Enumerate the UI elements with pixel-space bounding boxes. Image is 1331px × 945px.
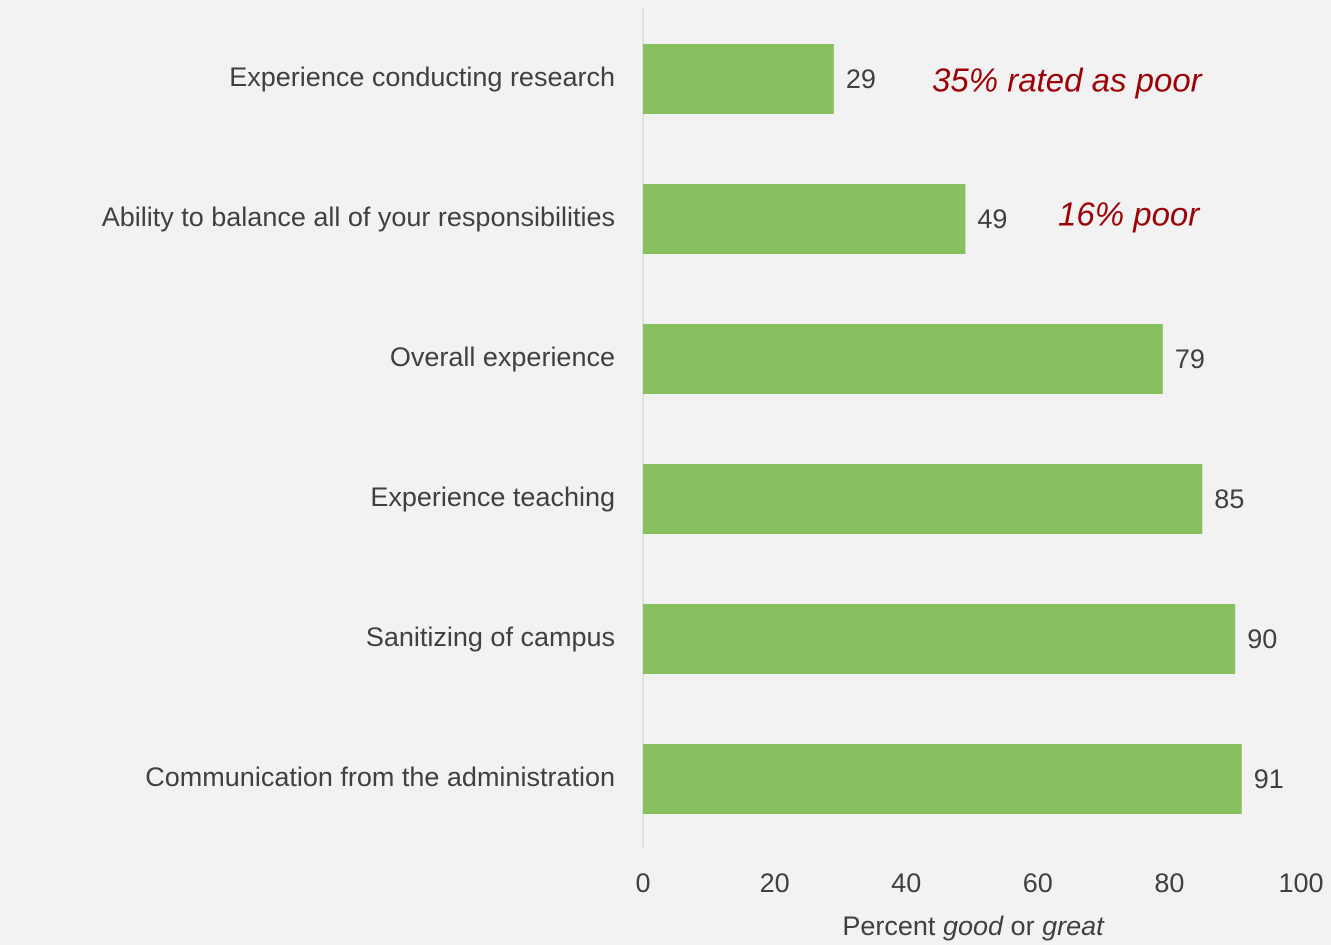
annotation: 35% rated as poor	[932, 62, 1204, 99]
x-tick-label: 40	[891, 868, 921, 898]
x-axis-label-part: great	[1042, 911, 1105, 941]
bar	[643, 744, 1242, 814]
value-label: 85	[1214, 484, 1244, 514]
x-tick-label: 0	[635, 868, 650, 898]
x-tick-label: 80	[1154, 868, 1184, 898]
y-tick-label: Ability to balance all of your responsib…	[102, 202, 615, 232]
bar	[643, 464, 1203, 534]
bar	[643, 324, 1163, 394]
x-axis-label-part: Percent	[842, 911, 936, 941]
bar	[643, 184, 966, 254]
x-tick-label: 60	[1023, 868, 1053, 898]
y-tick-label: Communication from the administration	[145, 762, 615, 792]
x-axis-label: Percent good or great	[842, 911, 1105, 941]
y-tick-label: Sanitizing of campus	[366, 622, 615, 652]
x-tick-label: 20	[760, 868, 790, 898]
value-label: 29	[846, 64, 876, 94]
y-tick-label: Experience conducting research	[229, 62, 615, 92]
y-tick-label: Overall experience	[390, 342, 615, 372]
bar	[643, 44, 834, 114]
value-label: 79	[1175, 344, 1205, 374]
x-axis-label-part: good	[943, 911, 1004, 941]
y-tick-label: Experience teaching	[370, 482, 615, 512]
value-label: 91	[1254, 764, 1284, 794]
value-label: 90	[1247, 624, 1277, 654]
annotation: 16% poor	[1058, 196, 1201, 233]
value-label: 49	[977, 204, 1007, 234]
x-axis-label-part: or	[1011, 911, 1035, 941]
x-tick-label: 100	[1278, 868, 1323, 898]
bar	[643, 604, 1236, 674]
